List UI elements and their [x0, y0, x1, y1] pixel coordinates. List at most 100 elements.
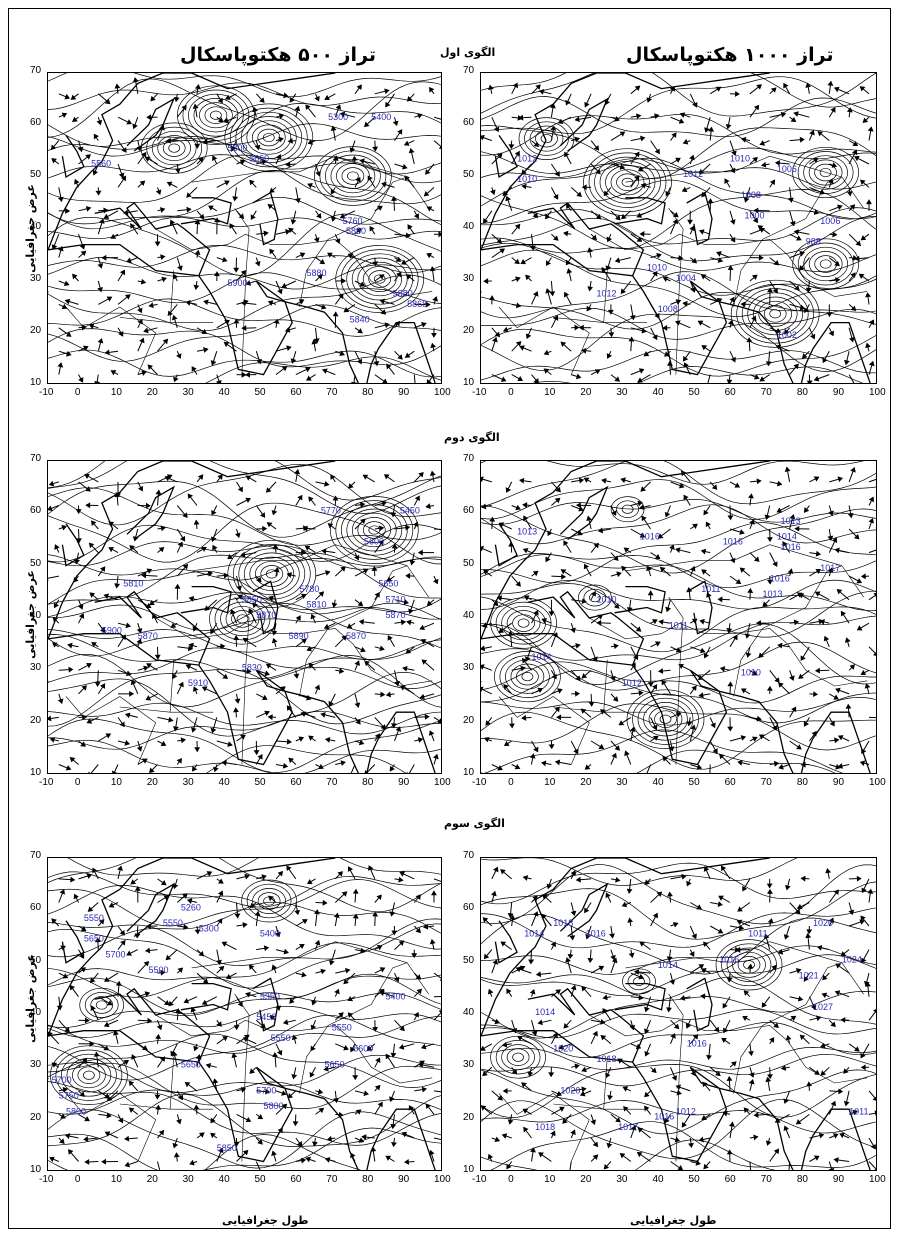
contour-label: 1012 [517, 153, 537, 163]
contour-label: 5550 [332, 1023, 352, 1033]
contour-label: 5550 [163, 918, 183, 928]
coastlines [481, 858, 871, 1170]
x-tick-label: -10 [39, 777, 54, 788]
x-tick-label: 60 [290, 1174, 302, 1185]
y-tick-label: 50 [463, 954, 475, 966]
x-tick-label: 80 [796, 1174, 808, 1185]
contour-label: 1010 [517, 174, 537, 184]
y-tick-label: 20 [463, 714, 475, 726]
map-panel-p3-500: 5550 5650 5700 5260 5300 5550 5400 5500 5350 5450… [30, 850, 451, 1185]
map-frame: 5550 5650 5700 5260 5300 5550 5400 5500 5350 5450… [47, 857, 442, 1171]
contour-label: 1004 [676, 273, 696, 283]
contour-label: 1011 [669, 621, 688, 631]
x-tick-label: 60 [290, 777, 302, 788]
contour-label: 1011 [701, 584, 720, 594]
y-tick-label: 20 [30, 714, 42, 726]
x-tick-label: 50 [254, 1174, 266, 1185]
contour-label: 1000 [745, 211, 765, 221]
map-frame: 1014 1018 1016 1014 1016 1011 1020 1021 1024 1027… [480, 857, 877, 1171]
contour-label: 1008 [658, 304, 678, 314]
contour-label: 5890 [289, 631, 309, 641]
contour-label: 1027 [813, 1002, 833, 1012]
contour-label: 5600 [353, 1044, 373, 1054]
contour-label: 5830 [242, 662, 262, 672]
contour-label: 5810 [307, 600, 327, 610]
x-tick-label: 60 [724, 777, 736, 788]
x-tick-label: -10 [472, 387, 487, 398]
x-tick-label: 90 [832, 387, 845, 398]
y-tick-label: 60 [30, 117, 42, 128]
contour-label: 1016 [719, 955, 739, 965]
x-tick-label: 30 [616, 387, 628, 398]
x-tick-label: 70 [760, 387, 772, 398]
x-tick-label: 10 [110, 777, 122, 788]
y-tick-label: 50 [30, 169, 42, 180]
contour-label: 5700 [106, 949, 126, 959]
x-tick-label: 90 [398, 387, 410, 398]
y-tick-label: 30 [463, 1059, 475, 1071]
y-tick-label: 10 [30, 1164, 42, 1175]
y-tick-label: 40 [30, 221, 42, 232]
contour-label: 1016 [586, 929, 606, 939]
contour-label: 1012 [597, 289, 617, 299]
x-tick-label: 100 [869, 387, 886, 398]
x-tick-label: -10 [39, 387, 54, 398]
x-tick-label: 70 [326, 777, 338, 788]
x-tick-label: -10 [472, 1174, 487, 1185]
y-tick-label: 10 [463, 1164, 475, 1175]
contour-label: 5300 [328, 112, 348, 122]
contour-label: 5550 [271, 1033, 291, 1043]
x-tick-label: 70 [760, 777, 772, 788]
x-tick-label: 100 [434, 387, 451, 398]
x-tick-label: 70 [326, 387, 338, 398]
x-tick-label: 100 [869, 1174, 886, 1185]
wind-vectors [48, 865, 441, 1170]
contour-label: 1024 [842, 955, 862, 965]
contour-label: 5910 [188, 678, 208, 688]
y-axis-label-row1: عرض جغرافیایی [23, 184, 37, 273]
contour-label: 5750 [59, 1091, 79, 1101]
x-tick-label: 100 [869, 777, 886, 788]
y-tick-label: 10 [463, 767, 475, 778]
contour-label: 5800 [228, 143, 248, 153]
x-tick-label: 20 [146, 777, 158, 788]
contour-map: 1012 1010 1012 1010 1006 1008 1000 1006 988 1010 1… [481, 73, 876, 383]
contour-label: 5560 [91, 159, 111, 169]
y-tick-label: 50 [30, 557, 42, 569]
contour-label: 1016 [640, 532, 660, 542]
y-tick-label: 60 [463, 505, 475, 517]
title-500hpa: تراز ۵۰۰ هکتوپاسکال [180, 44, 376, 66]
contour-label: 1010 [741, 668, 761, 678]
x-tick-label: 0 [508, 1174, 514, 1185]
contour-label: 5810 [123, 579, 143, 589]
y-tick-label: 70 [30, 453, 42, 464]
contour-label: 1006 [820, 216, 840, 226]
contour-label: 5800 [264, 1101, 284, 1111]
x-tick-label: 30 [182, 777, 194, 788]
y-tick-label: 10 [30, 377, 42, 388]
pattern-label-3: الگوی سوم [444, 817, 505, 830]
contour-label: 5600 [364, 537, 384, 547]
x-tick-label: 80 [362, 1174, 374, 1185]
y-tick-label: 70 [30, 65, 42, 76]
isolines [481, 858, 876, 1170]
contour-label: 5400 [386, 991, 406, 1001]
y-tick-label: 30 [463, 662, 475, 674]
x-tick-label: 90 [398, 777, 410, 788]
contour-map: 1013101610161013101410161017101610101011… [481, 461, 876, 773]
contour-label: 1018 [553, 918, 573, 928]
contour-label: 1018 [535, 1122, 555, 1132]
contour-label: 1021 [799, 970, 819, 980]
contour-label: 5550 [84, 913, 104, 923]
x-tick-label: 20 [580, 777, 592, 788]
isolines [481, 73, 876, 383]
isolines [48, 73, 441, 383]
contour-label: 1020 [813, 918, 833, 928]
contour-label: 1016 [781, 542, 801, 552]
contour-label: 5300 [199, 923, 219, 933]
map-panel-p2-500: 5770 5450 5600 5650 5710 5870 5780 5810 5850 5870… [30, 453, 451, 788]
contour-label: 1012 [676, 1106, 696, 1116]
contour-label: 1011 [849, 1106, 868, 1116]
y-tick-label: 40 [30, 1007, 42, 1018]
contour-label: 5870 [346, 631, 366, 641]
